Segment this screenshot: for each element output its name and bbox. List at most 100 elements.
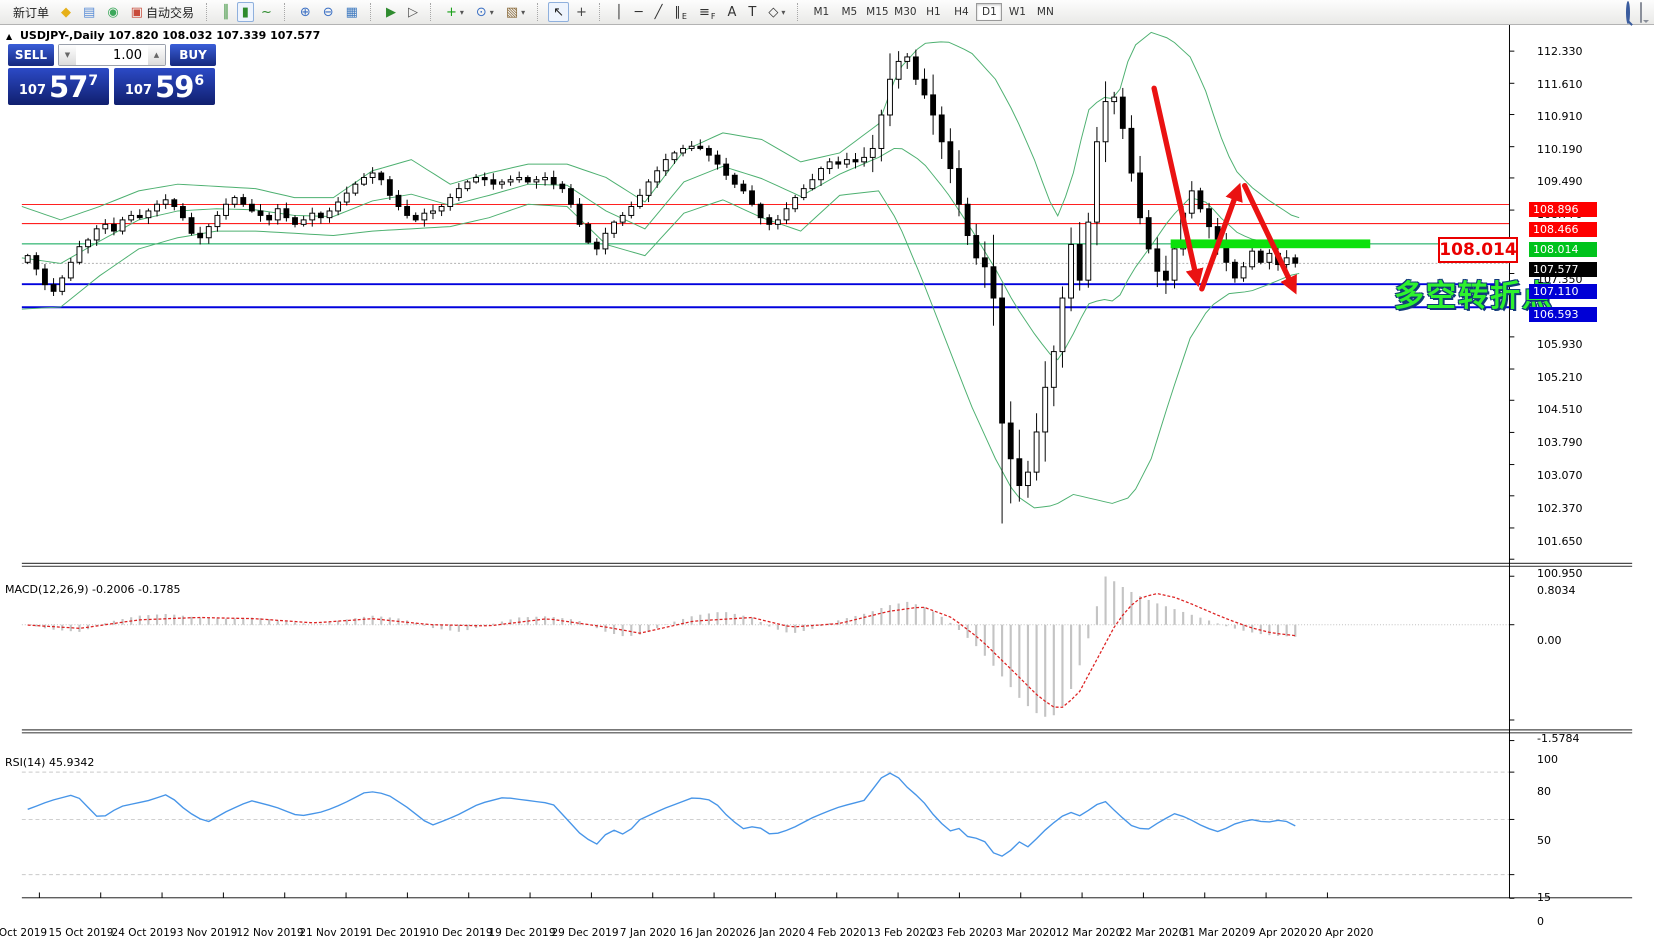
price-axis-tick[interactable]: 112.330	[1537, 44, 1583, 58]
new-order-button-label: 新订单	[13, 5, 50, 20]
date-axis-label[interactable]: 3 Nov 2019	[176, 927, 238, 939]
volume-input[interactable]: 1.00	[113, 48, 142, 63]
date-axis-label[interactable]: 19 Dec 2019	[488, 927, 556, 939]
date-axis-label[interactable]: 7 Jan 2020	[619, 927, 677, 939]
date-axis-label[interactable]: 6 Oct 2019	[0, 927, 48, 939]
price-axis-badge: 108.896	[1529, 201, 1597, 217]
timeframe-m1[interactable]: M1	[813, 6, 830, 18]
search-button[interactable]	[1626, 0, 1630, 24]
date-axis-label[interactable]: 22 Mar 2020	[1118, 927, 1186, 939]
date-axis-label[interactable]: 10 Dec 2019	[425, 927, 493, 939]
trendline-button[interactable]: ╱	[650, 2, 668, 22]
rsi-axis-tick[interactable]: 0	[1537, 915, 1544, 928]
date-axis-label[interactable]: 1 Dec 2019	[365, 927, 427, 939]
volume-decrease-icon[interactable]: ▼	[59, 45, 76, 65]
zoom-out-button[interactable]: ⊖	[318, 2, 339, 22]
date-axis-label[interactable]: 15 Oct 2019	[48, 927, 114, 939]
timeframe-m5[interactable]: M5	[841, 6, 858, 18]
timeframe-d1[interactable]: D1	[976, 3, 1003, 21]
buy-button[interactable]: BUY	[170, 44, 216, 66]
rsi-axis-tick[interactable]: 15	[1537, 890, 1551, 904]
price-axis-tick[interactable]: 100.950	[1537, 566, 1583, 580]
vertical-line-button[interactable]: │	[610, 2, 628, 22]
macd-axis-tick[interactable]: 0.8034	[1537, 584, 1576, 598]
metaeditor-button[interactable]: ◆	[56, 2, 76, 22]
dropdown-caret-icon[interactable]: ▾	[489, 7, 494, 17]
fibonacci-button[interactable]: ≡ F	[694, 2, 721, 22]
turning-point-annotation[interactable]: 多空转折点	[1394, 279, 1554, 314]
rsi-axis-tick[interactable]: 100	[1537, 753, 1558, 766]
price-axis-tick[interactable]: 103.790	[1537, 436, 1583, 450]
date-axis-label[interactable]: 21 Nov 2019	[299, 927, 367, 939]
date-axis-label[interactable]: 16 Jan 2020	[679, 927, 743, 939]
collapse-panel-icon[interactable]: ▲	[6, 32, 13, 41]
tile-windows-button[interactable]: ▦	[341, 2, 363, 22]
zoom-in-button[interactable]: ⊕	[295, 2, 316, 22]
timeframe-w1[interactable]: W1	[1008, 6, 1026, 18]
cursor-button[interactable]: ↖	[548, 2, 570, 22]
dropdown-caret-icon[interactable]: ▾	[459, 7, 464, 17]
price-axis-tick[interactable]: 111.610	[1537, 77, 1583, 91]
date-axis-label[interactable]: 24 Oct 2019	[111, 927, 177, 939]
sell-price-display[interactable]: 107 57 7	[8, 68, 109, 105]
chart-canvas[interactable]	[0, 25, 1654, 946]
date-axis-label[interactable]: 4 Feb 2020	[807, 927, 867, 939]
date-axis-label[interactable]: 3 Mar 2020	[996, 927, 1056, 939]
arrows-tool-button[interactable]: ◇ ▾	[763, 2, 790, 22]
date-axis-label[interactable]: 13 Feb 2020	[867, 927, 933, 939]
date-axis-label[interactable]: 23 Feb 2020	[930, 927, 996, 939]
timeframe-m15[interactable]: M15	[866, 6, 889, 18]
timeframe-h1[interactable]: H1	[926, 6, 941, 18]
rsi-axis-tick[interactable]: 80	[1537, 785, 1551, 799]
autotrading-button[interactable]: ▣ 自动交易	[126, 2, 199, 22]
price-axis-tick[interactable]: 105.210	[1537, 371, 1583, 385]
templates-button[interactable]: ▧ ▾	[501, 2, 530, 22]
macd-axis-tick[interactable]: -1.5784	[1537, 731, 1580, 745]
date-axis-label[interactable]: 12 Mar 2020	[1055, 927, 1123, 939]
bar-chart-button[interactable]: ║	[217, 2, 235, 22]
price-axis-tick[interactable]: 109.490	[1537, 175, 1583, 189]
timeframe-h4[interactable]: H4	[954, 6, 969, 18]
rsi-axis-tick[interactable]: 50	[1537, 834, 1551, 847]
tile-windows-icon: ▦	[345, 4, 358, 20]
date-axis-label[interactable]: 31 Mar 2020	[1181, 927, 1249, 939]
dropdown-caret-icon[interactable]: ▾	[521, 7, 526, 17]
macd-axis-tick[interactable]: 0.00	[1537, 634, 1562, 647]
date-axis-label[interactable]: 26 Jan 2020	[742, 927, 806, 939]
indicators-button[interactable]: + ▾	[441, 2, 469, 22]
horizontal-line-button[interactable]: ─	[630, 2, 648, 22]
timeframe-mn[interactable]: MN	[1036, 6, 1054, 18]
dropdown-caret-icon[interactable]: ▾	[781, 7, 786, 17]
signals-button[interactable]: ◉	[102, 2, 123, 22]
date-axis-label[interactable]: 12 Nov 2019	[236, 927, 304, 939]
profiles-button[interactable]: ▤	[78, 2, 100, 22]
volume-increase-icon[interactable]: ▲	[148, 45, 165, 65]
chat-button[interactable]	[1640, 1, 1642, 23]
sell-button[interactable]: SELL	[8, 44, 54, 66]
date-axis-label[interactable]: 29 Dec 2019	[551, 927, 619, 939]
price-axis-tick[interactable]: 103.070	[1537, 469, 1583, 483]
candlestick-chart-button[interactable]: ▮	[236, 2, 254, 22]
new-order-button[interactable]: 新订单	[5, 2, 54, 22]
cursor-icon: ↖	[553, 4, 565, 20]
price-axis-tick[interactable]: 110.910	[1537, 109, 1583, 123]
periods-button[interactable]: ⊙ ▾	[471, 2, 499, 22]
price-axis-tick[interactable]: 102.370	[1537, 501, 1583, 515]
date-axis-label[interactable]: 9 Apr 2020	[1248, 927, 1308, 939]
timeframe-m30[interactable]: M30	[894, 6, 917, 18]
crosshair-button[interactable]: +	[571, 2, 592, 22]
price-axis-tick[interactable]: 104.510	[1537, 403, 1583, 417]
equidistant-channel-button[interactable]: ∥ E	[669, 2, 692, 22]
text-label-button[interactable]: T	[743, 2, 761, 22]
buy-price-display[interactable]: 107 59 6	[114, 68, 215, 105]
date-axis-label[interactable]: 20 Apr 2020	[1308, 927, 1374, 939]
auto-scroll-button[interactable]: ▶	[381, 2, 401, 22]
text-button[interactable]: A	[723, 2, 742, 22]
chart-shift-button[interactable]: ▷	[403, 2, 423, 22]
line-chart-button[interactable]: ~	[256, 2, 277, 22]
sell-price-point: 7	[88, 72, 99, 89]
price-axis-tick[interactable]: 105.930	[1537, 338, 1583, 352]
price-annotation-box[interactable]: 108.014	[1438, 237, 1518, 263]
price-axis-tick[interactable]: 101.650	[1537, 534, 1583, 548]
price-axis-tick[interactable]: 110.190	[1537, 142, 1583, 156]
